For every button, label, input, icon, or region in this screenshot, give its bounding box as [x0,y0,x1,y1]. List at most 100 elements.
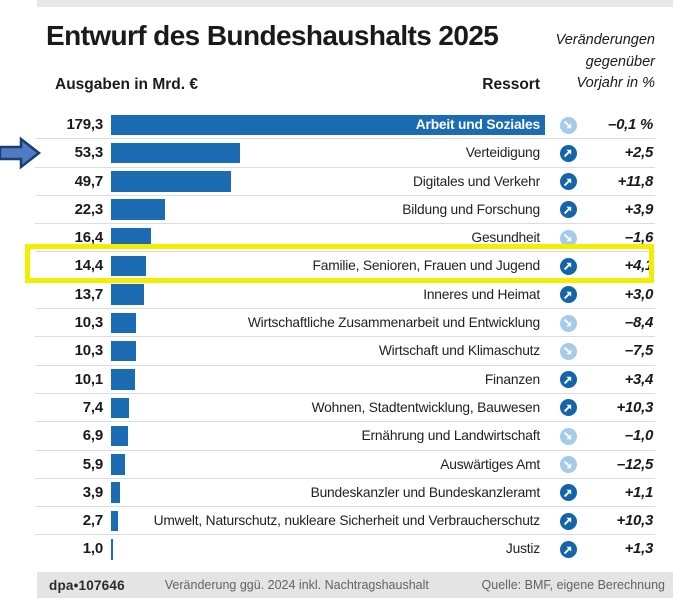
trend-up-icon [559,512,577,530]
ressort-label: Gesundheit [471,230,540,246]
bar-track: Umwelt, Naturschutz, nukleare Sicherheit… [111,507,545,535]
value-label: 7,4 [82,398,103,416]
top-strip [37,0,673,7]
bar [111,510,118,532]
table-row: 10,1 Finanzen +3,4 [35,366,655,394]
trend-up-icon [559,144,577,162]
bar [111,312,136,334]
change-value: +11,8 [617,172,654,190]
value-label: 53,3 [74,144,104,162]
bar-track: Familie, Senioren, Frauen und Jugend [111,252,545,280]
trend-icon-cell [545,337,591,365]
ressort-label: Justiz [505,541,540,557]
bar-track: Auswärtiges Amt [111,451,545,479]
ressort-label: Umwelt, Naturschutz, nukleare Sicherheit… [153,513,541,529]
ressort-label: Wirtschaftliche Zusammenarbeit und Entwi… [247,315,540,331]
table-row: 13,7 Inneres und Heimat +3,0 [35,281,655,310]
bar [111,256,146,277]
trend-icon-cell [545,507,591,535]
change-note-line: Vorjahr in % [576,75,655,91]
pointer-arrow-icon [0,136,42,170]
bar-track: Digitales und Verkehr [111,168,545,196]
change-value: +3,0 [624,285,654,303]
bar [111,340,136,362]
bar [111,539,114,560]
trend-icon-cell [545,196,591,224]
value-label: 6,9 [82,427,103,445]
trend-icon-cell [545,139,591,167]
value-label: 49,7 [74,172,104,190]
table-row: 5,9 Auswärtiges Amt –12,5 [35,451,655,479]
change-value: +2,5 [624,144,654,162]
trend-icon-cell [545,224,591,252]
trend-icon-cell [545,422,591,450]
table-row: 2,7 Umwelt, Naturschutz, nukleare Sicher… [35,507,655,536]
bar [111,425,128,447]
bar-track: Wirtschaft und Klimaschutz [111,337,545,365]
ressort-label: Familie, Senioren, Frauen und Jugend [312,258,541,274]
value-label: 10,3 [74,342,104,360]
bar-track: Bildung und Forschung [111,196,545,224]
bar-track: Ernährung und Landwirtschaft [111,422,545,450]
change-note-line: gegenüber [585,53,655,70]
bar-track: Wohnen, Stadtentwicklung, Bauwesen [111,394,545,422]
value-label: 14,4 [74,257,104,275]
trend-icon-cell [545,535,591,563]
bar-chart: 179,3 Arbeit und Soziales –0,1 % 53,3 [35,111,655,564]
trend-icon-cell [545,252,591,280]
table-row: 16,4 Gesundheit –1,6 [35,224,655,253]
change-value: +1,3 [624,540,654,558]
value-label: 5,9 [82,455,103,473]
ressort-label: Ernährung und Landwirtschaft [361,428,541,444]
change-value: +3,9 [624,200,654,218]
trend-up-icon [559,201,577,219]
table-row: 10,3 Wirtschaftliche Zusammenarbeit und … [35,309,655,338]
source-credit: Quelle: BMF, eigene Berechnung [481,578,665,592]
trend-icon-cell [545,309,591,337]
table-row: 49,7 Digitales und Verkehr +11,8 [35,168,655,196]
page-title: Entwurf des Bundeshaushalts 2025 [46,20,499,51]
change-value: –0,1 % [608,116,653,133]
ressort-label: Digitales und Verkehr [413,173,540,189]
column-header-ausgaben: Ausgaben in Mrd. € [55,76,198,93]
table-row: 1,0 Justiz +1,3 [35,535,655,563]
trend-icon-cell [545,479,591,507]
trend-icon-cell [545,168,591,196]
change-value: +4,1 [624,257,654,275]
change-value: +10,3 [616,512,654,530]
ressort-label: Finanzen [484,371,540,387]
bar-track: Verteidigung [111,139,545,167]
value-label: 3,9 [82,483,103,501]
bar [111,284,145,305]
trend-icon-cell [545,281,591,309]
bar [111,199,165,220]
trend-up-icon [559,541,577,559]
trend-icon-cell [545,366,591,394]
trend-icon-cell [545,451,591,479]
footer-note: Veränderung ggü. 2024 inkl. Nachtragshau… [164,578,429,592]
trend-down-icon [559,314,577,332]
bar [111,114,545,135]
ressort-label: Wirtschaft und Klimaschutz [378,343,540,359]
value-label: 179,3 [66,116,103,133]
change-value: –1,0 [625,427,653,445]
trend-down-icon [559,116,577,134]
trend-down-icon [559,456,577,474]
change-value: +10,3 [616,398,654,416]
value-label: 10,1 [74,370,104,388]
ressort-label: Arbeit und Soziales [415,117,540,132]
table-row: 53,3 Verteidigung +2,5 [35,139,655,168]
table-row: 22,3 Bildung und Forschung +3,9 [35,196,655,225]
trend-up-icon [559,173,577,191]
change-note-line: Veränderungen [555,32,655,48]
trend-down-icon [559,427,577,445]
ressort-label: Bundeskanzler und Bundeskanzleramt [310,484,541,500]
bar-track: Bundeskanzler und Bundeskanzleramt [111,479,545,507]
trend-down-icon [559,342,577,360]
bar-track: Finanzen [111,366,545,394]
table-row: 14,4 Familie, Senioren, Frauen und Jugen… [35,252,655,281]
bar [111,454,126,475]
footer-bar: dpa•107646 Veränderung ggü. 2024 inkl. N… [37,572,673,598]
bar-track: Inneres und Heimat [111,281,545,309]
